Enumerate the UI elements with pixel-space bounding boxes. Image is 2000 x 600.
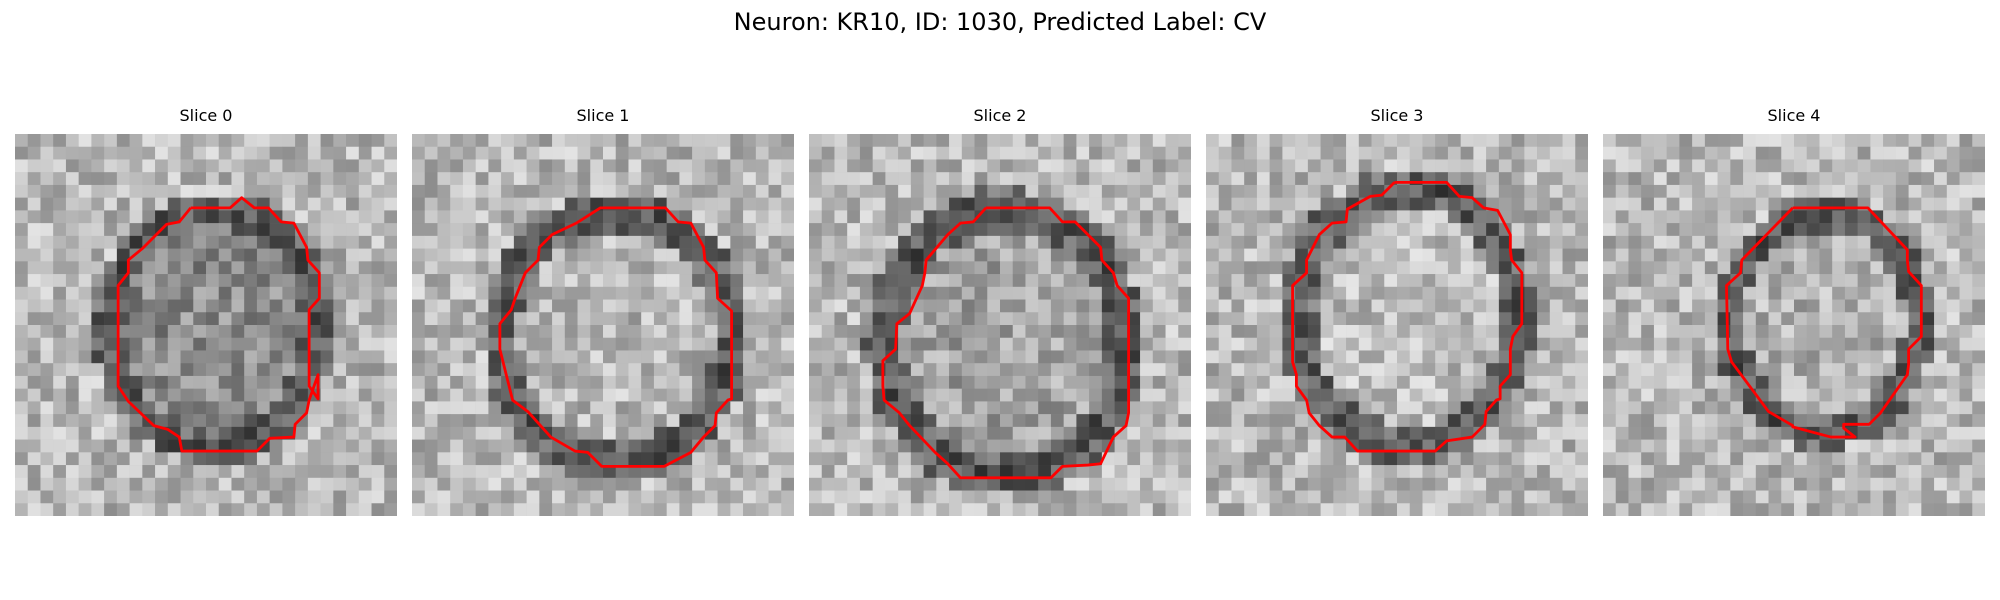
slice-svg-3 — [1206, 134, 1588, 516]
slice-image-4 — [1603, 134, 1985, 516]
slice-image-1 — [412, 134, 794, 516]
slice-panel-1: Slice 1 — [412, 104, 794, 516]
slice-pixels-4 — [1603, 134, 1985, 516]
slice-svg-2 — [809, 134, 1191, 516]
slice-svg-1 — [412, 134, 794, 516]
slice-image-3 — [1206, 134, 1588, 516]
slice-svg-0 — [15, 134, 397, 516]
slice-title-1: Slice 1 — [576, 106, 630, 125]
slice-image-2 — [809, 134, 1191, 516]
slice-pixels-3 — [1206, 134, 1588, 516]
contour-outline-3 — [1291, 180, 1524, 453]
slice-panel-0: Slice 0 — [15, 104, 397, 516]
slice-pixels-1 — [412, 134, 794, 516]
contour-outline-4 — [1725, 206, 1923, 439]
slice-panel-2: Slice 2 — [809, 104, 1191, 516]
slice-title-0: Slice 0 — [179, 106, 233, 125]
slice-image-0 — [15, 134, 397, 516]
slice-title-4: Slice 4 — [1767, 106, 1821, 125]
figure-title: Neuron: KR10, ID: 1030, Predicted Label:… — [733, 8, 1267, 36]
slice-title-2: Slice 2 — [973, 106, 1027, 125]
contour-outline-0 — [116, 196, 321, 453]
slice-panel-3: Slice 3 — [1206, 104, 1588, 516]
contour-outline-2 — [881, 206, 1131, 480]
slice-panel-4: Slice 4 — [1603, 104, 1985, 516]
slice-pixels-2 — [809, 134, 1191, 516]
slice-title-3: Slice 3 — [1370, 106, 1424, 125]
slice-svg-4 — [1603, 134, 1985, 516]
contour-outline-1 — [498, 206, 734, 468]
slice-pixels-0 — [15, 134, 397, 516]
